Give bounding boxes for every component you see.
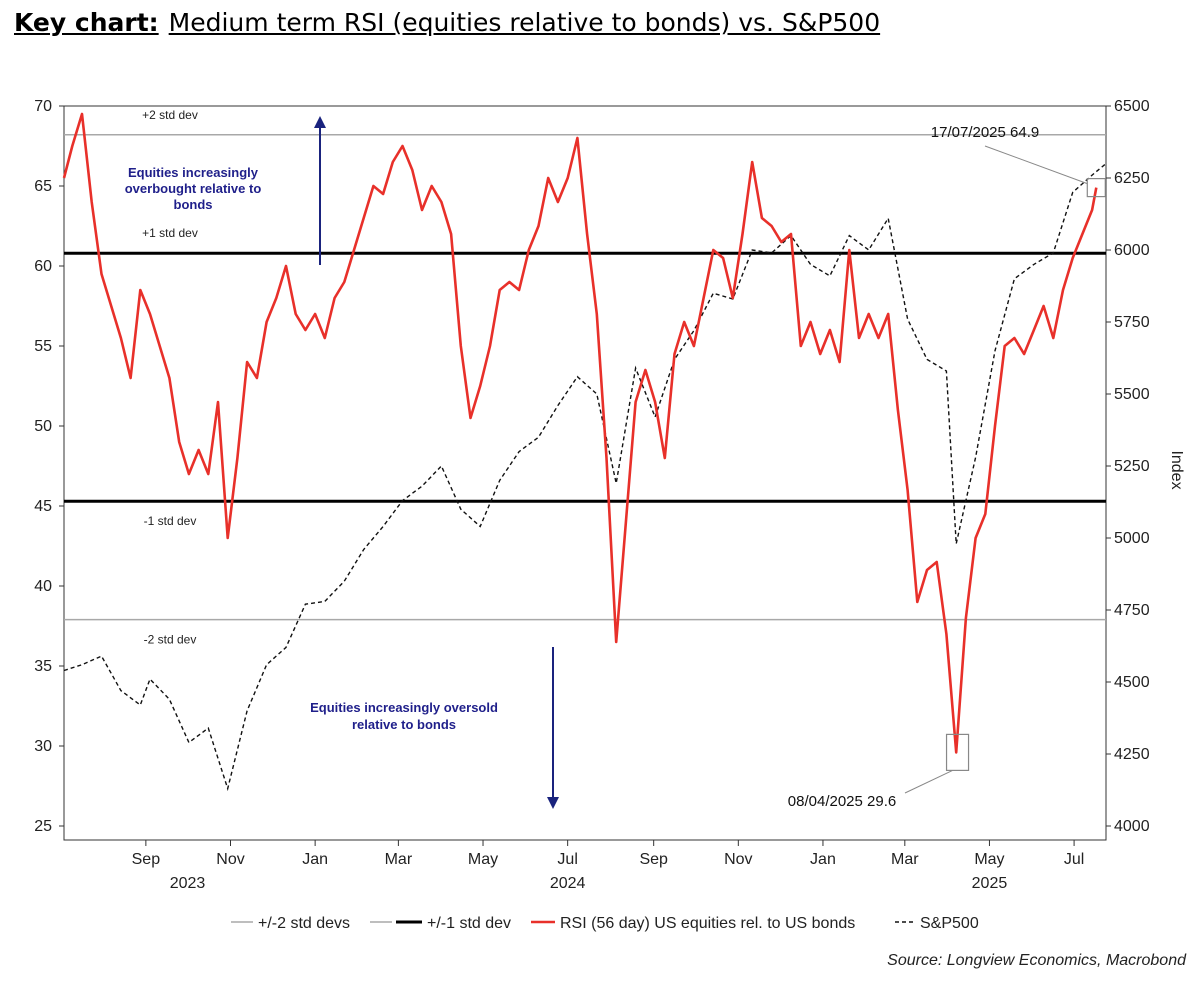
x-tick-label: Mar xyxy=(891,851,919,868)
left-tick-label: 70 xyxy=(34,98,52,115)
ref-label-plus2: +2 std dev xyxy=(142,108,198,122)
legend-label-sd2: +/-2 std devs xyxy=(258,915,350,932)
x-tick-label: Jul xyxy=(1064,851,1084,868)
title-bold: Key chart: xyxy=(14,8,159,37)
left-tick-label: 30 xyxy=(34,738,52,755)
x-tick-label: Nov xyxy=(216,851,244,868)
x-tick-label: Nov xyxy=(724,851,752,868)
x-year-label: 2023 xyxy=(170,875,206,892)
x-year-label: 2024 xyxy=(550,875,586,892)
overbought-note-line: overbought relative to xyxy=(125,181,262,196)
sp500-line xyxy=(63,163,1107,792)
callout-high-box xyxy=(1086,178,1106,198)
right-tick-label: 5250 xyxy=(1114,458,1150,475)
x-tick-label: Mar xyxy=(385,851,413,868)
x-tick-label: May xyxy=(468,851,498,868)
right-tick-label: 5500 xyxy=(1114,386,1150,403)
right-tick-label: 5000 xyxy=(1114,530,1150,547)
left-tick-label: 60 xyxy=(34,258,52,275)
left-tick-label: 25 xyxy=(34,818,52,835)
right-axis-label: Index xyxy=(1168,450,1185,489)
overbought-note-line: bonds xyxy=(174,197,213,212)
left-tick-label: 35 xyxy=(34,658,52,675)
ref-label-plus1: +1 std dev xyxy=(142,226,198,240)
callout-low-text: 08/04/2025 29.6 xyxy=(788,793,896,810)
oversold-arrowhead xyxy=(547,797,559,809)
x-tick-label: Jan xyxy=(302,851,328,868)
x-tick-label: May xyxy=(974,851,1004,868)
left-tick-label: 40 xyxy=(34,578,52,595)
oversold-note-line: relative to bonds xyxy=(352,717,456,732)
chart-title: Key chart: Medium term RSI (equities rela… xyxy=(14,8,880,37)
left-tick-label: 55 xyxy=(34,338,52,355)
plot-frame xyxy=(63,105,1107,841)
source-note: Source: Longview Economics, Macrobond xyxy=(887,952,1186,969)
callout-low-box xyxy=(945,733,970,772)
x-tick-label: Sep xyxy=(132,851,161,868)
oversold-note-line: Equities increasingly oversold xyxy=(310,700,498,715)
overbought-arrowhead xyxy=(314,116,326,128)
right-tick-label: 4250 xyxy=(1114,746,1150,763)
x-year-label: 2025 xyxy=(972,875,1008,892)
right-tick-label: 4500 xyxy=(1114,674,1150,691)
ref-label-minus2: -2 std dev xyxy=(144,633,197,647)
x-tick-label: Jul xyxy=(557,851,577,868)
ref-label-minus1: -1 std dev xyxy=(144,514,197,528)
left-tick-label: 45 xyxy=(34,498,52,515)
right-tick-label: 6250 xyxy=(1114,170,1150,187)
callout-high-text: 17/07/2025 64.9 xyxy=(931,124,1039,141)
legend-label-rsi: RSI (56 day) US equities rel. to US bond… xyxy=(560,915,855,932)
right-tick-label: 4750 xyxy=(1114,602,1150,619)
left-tick-label: 65 xyxy=(34,178,52,195)
right-tick-label: 6000 xyxy=(1114,242,1150,259)
callout-high-leader xyxy=(984,145,1088,185)
legend-label-sd1: +/-1 std dev xyxy=(427,915,511,932)
right-tick-label: 6500 xyxy=(1114,98,1150,115)
right-tick-label: 5750 xyxy=(1114,314,1150,331)
left-tick-label: 50 xyxy=(34,418,52,435)
overbought-note-line: Equities increasingly xyxy=(128,165,259,180)
legend-label-sp500: S&P500 xyxy=(920,915,979,932)
title-rest: Medium term RSI (equities relative to bo… xyxy=(168,8,881,37)
x-tick-label: Jan xyxy=(810,851,836,868)
x-tick-label: Sep xyxy=(639,851,668,868)
right-tick-label: 4000 xyxy=(1114,818,1150,835)
callout-low-leader xyxy=(904,769,953,794)
rsi-line xyxy=(62,112,1098,754)
